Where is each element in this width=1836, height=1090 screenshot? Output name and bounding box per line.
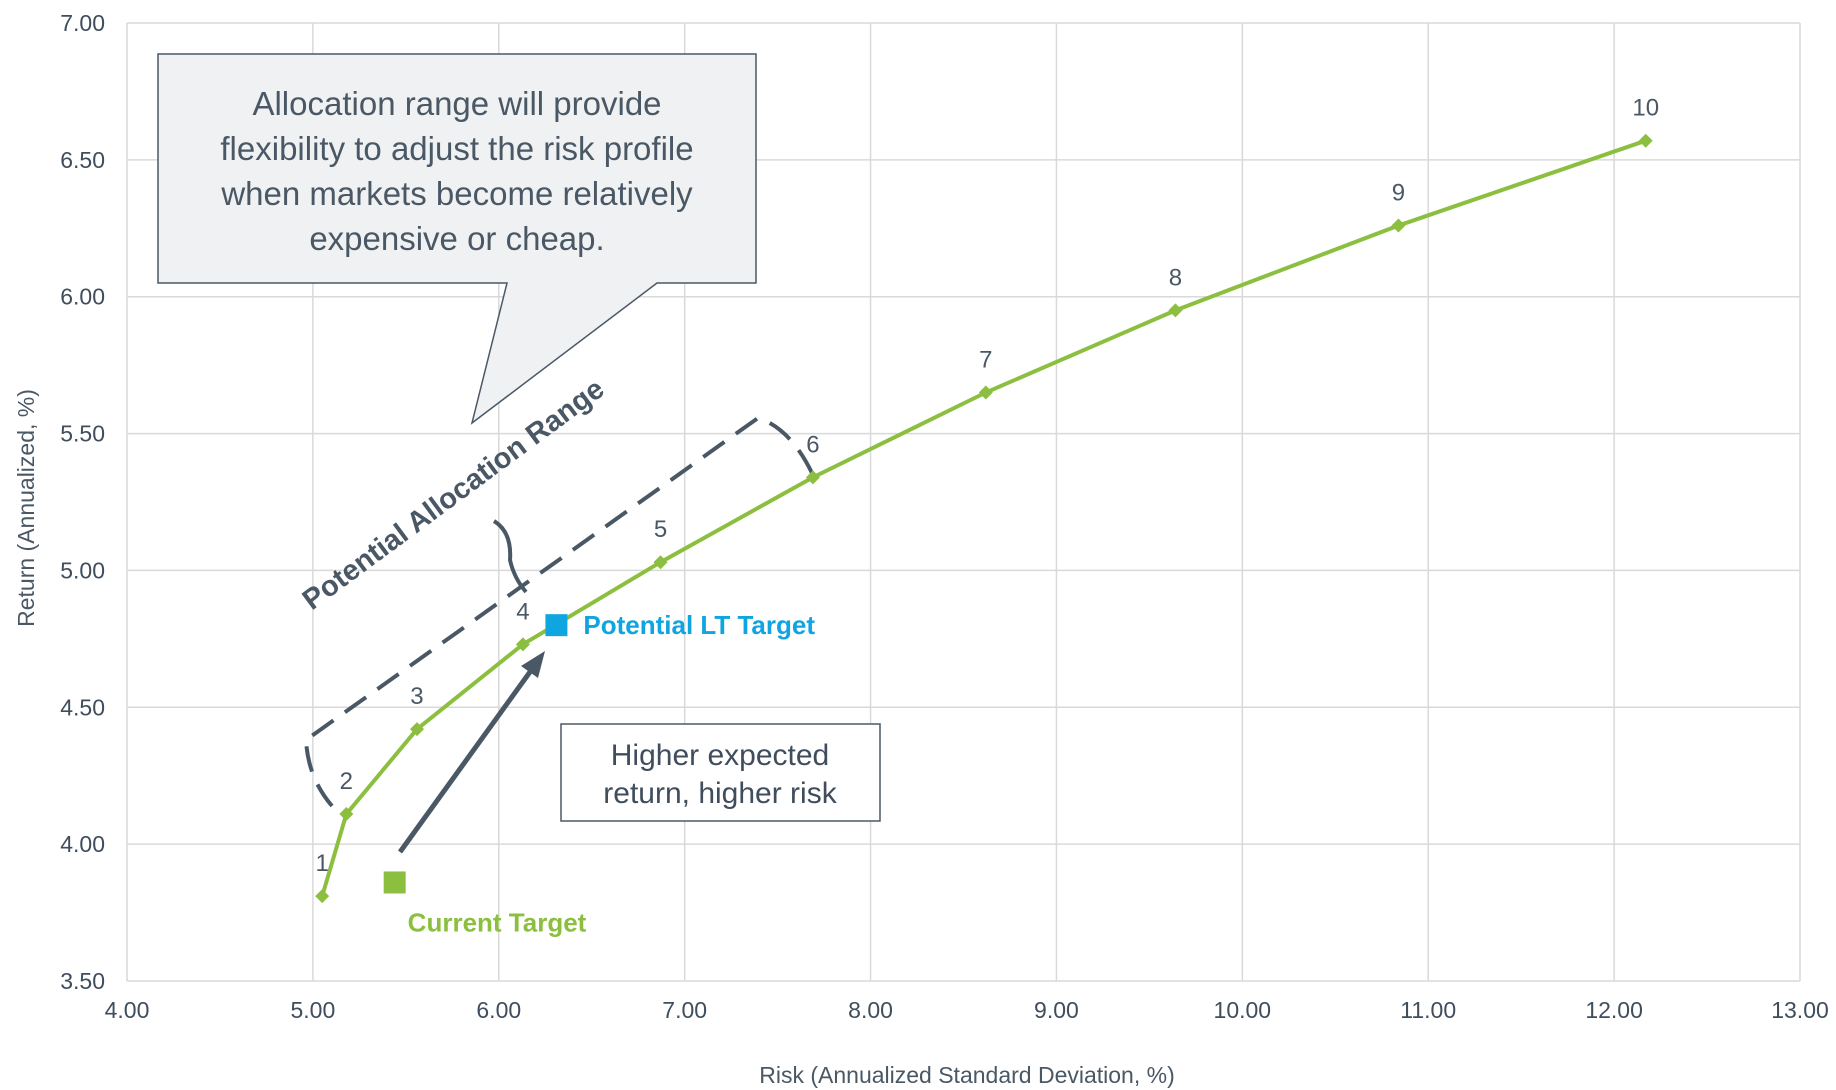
series-line xyxy=(320,138,1647,897)
data-point-marker xyxy=(805,470,820,485)
higher-return-line-1: Higher expected xyxy=(611,739,829,772)
y-tick-label: 7.00 xyxy=(60,10,105,36)
improvement-arrow xyxy=(397,651,545,854)
callout-bubble: Allocation range will provide flexibilit… xyxy=(157,53,757,425)
y-tick-label: 6.00 xyxy=(60,284,105,310)
callout-line-3: when markets become relatively xyxy=(220,175,693,212)
x-tick-label: 7.00 xyxy=(662,997,707,1023)
data-point-label: 6 xyxy=(806,431,819,458)
data-point-marker xyxy=(1638,133,1653,148)
x-tick-label: 13.00 xyxy=(1771,997,1829,1023)
data-point-marker xyxy=(1391,218,1406,233)
y-axis-title: Return (Annualized, %) xyxy=(13,389,39,627)
callout-line-2: flexibility to adjust the risk profile xyxy=(220,130,693,167)
data-point-marker xyxy=(315,889,330,904)
x-tick-labels: 4.00 5.00 6.00 7.00 8.00 9.00 10.00 11.00 12.00 1… xyxy=(105,997,1829,1023)
data-point-label: 4 xyxy=(516,598,529,625)
callout-line-1: Allocation range will provide xyxy=(252,85,661,122)
data-point-marker xyxy=(515,637,530,652)
data-point-label: 9 xyxy=(1392,180,1405,207)
current-target-label: Current Target xyxy=(408,907,587,937)
data-point-label: 10 xyxy=(1632,95,1659,122)
current-target-marker xyxy=(383,871,406,894)
y-tick-label: 5.00 xyxy=(60,557,105,583)
arrow-shaft xyxy=(397,663,538,854)
allocation-range-label: Potential Allocation Range xyxy=(297,373,610,617)
x-tick-label: 8.00 xyxy=(848,997,893,1023)
x-axis-title: Risk (Annualized Standard Deviation, %) xyxy=(759,1062,1174,1088)
higher-return-box: Higher expected return, higher risk xyxy=(560,723,881,822)
callout-shape xyxy=(157,53,757,425)
potential-lt-target-label: Potential LT Target xyxy=(583,610,815,640)
data-point-marker xyxy=(653,555,668,570)
y-tick-label: 6.50 xyxy=(60,147,105,173)
callout-line-4: expensive or cheap. xyxy=(309,220,604,257)
y-tick-label: 5.50 xyxy=(60,421,105,447)
data-point-label: 8 xyxy=(1169,264,1182,291)
allocation-range-brace-tip xyxy=(492,519,528,594)
higher-return-line-2: return, higher risk xyxy=(603,777,837,810)
data-point-label: 1 xyxy=(316,850,329,877)
data-point-label: 7 xyxy=(979,347,992,374)
x-tick-label: 4.00 xyxy=(105,997,150,1023)
data-point-label: 2 xyxy=(340,768,353,795)
x-tick-label: 10.00 xyxy=(1214,997,1272,1023)
data-point-label: 3 xyxy=(410,683,423,710)
data-point-marker xyxy=(1168,303,1183,318)
y-tick-label: 4.50 xyxy=(60,694,105,720)
x-tick-label: 6.00 xyxy=(476,997,521,1023)
data-point-marker xyxy=(409,722,424,737)
x-tick-label: 9.00 xyxy=(1034,997,1079,1023)
x-tick-label: 12.00 xyxy=(1585,997,1643,1023)
data-point-marker xyxy=(978,385,993,400)
point-labels: 1 2 3 4 5 6 7 8 9 10 xyxy=(316,95,1660,877)
y-tick-label: 3.50 xyxy=(60,968,105,994)
y-tick-labels: 3.50 4.00 4.50 5.00 5.50 6.00 6.50 7.00 xyxy=(60,10,105,994)
potential-lt-target-marker xyxy=(545,614,568,637)
data-point-marker xyxy=(339,807,354,822)
y-tick-label: 4.00 xyxy=(60,831,105,857)
data-point-label: 5 xyxy=(654,516,667,543)
x-tick-label: 5.00 xyxy=(291,997,336,1023)
x-tick-label: 11.00 xyxy=(1400,997,1456,1023)
allocation-range-brace xyxy=(303,415,814,808)
higher-return-box-frame xyxy=(560,723,881,822)
arrow-head xyxy=(521,651,545,678)
series-points xyxy=(315,133,1653,904)
